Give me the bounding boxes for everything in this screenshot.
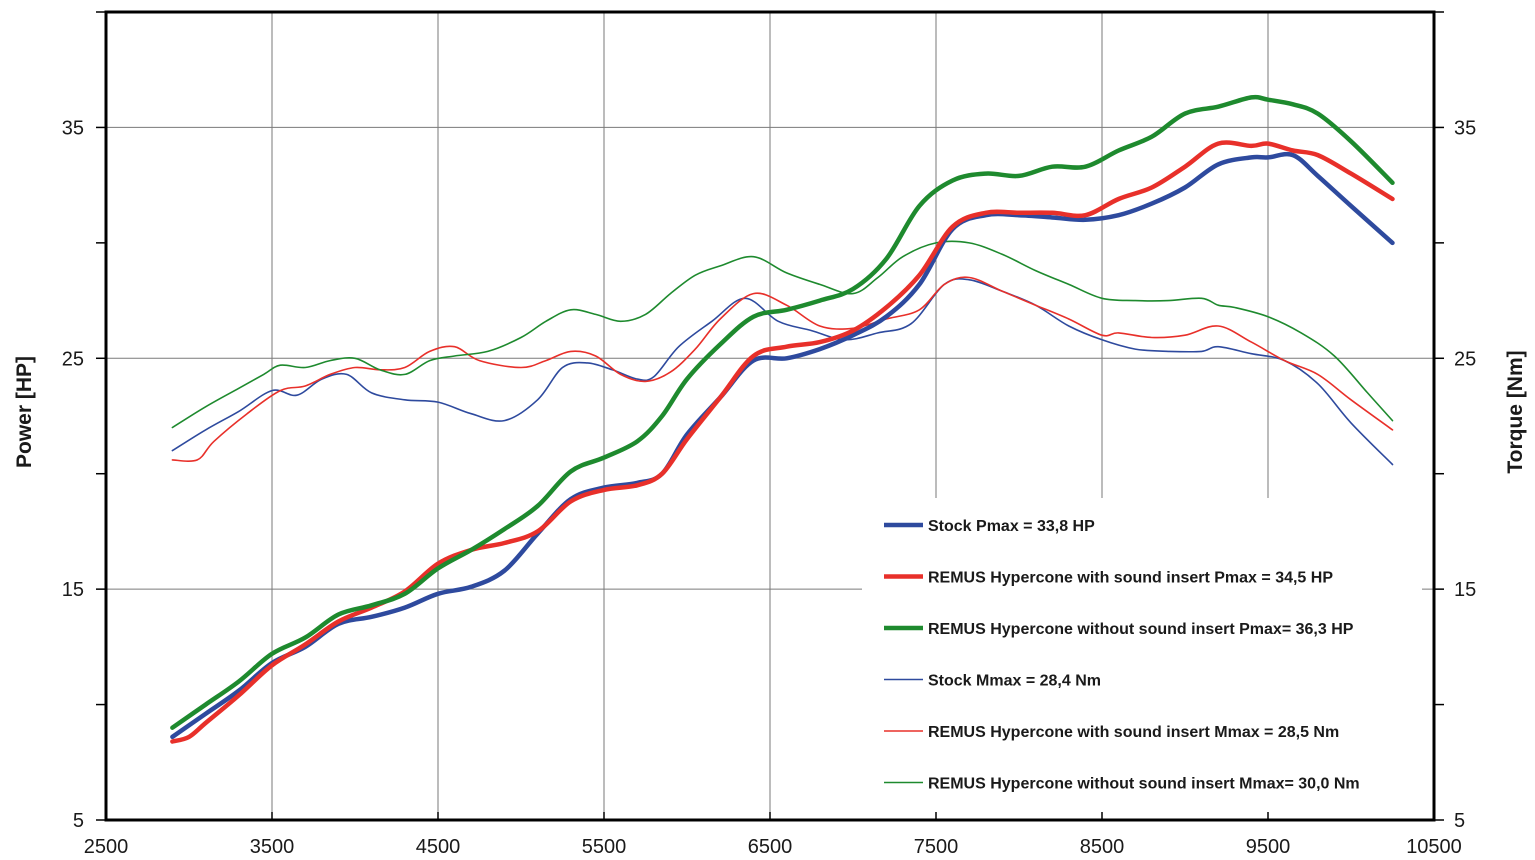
x-tick-label: 8500 xyxy=(1080,836,1125,858)
legend: Stock Pmax = 33,8 HP REMUS Hypercone with… xyxy=(862,498,1422,816)
legend-entry-6: REMUS Hypercone without sound insert Mma… xyxy=(928,776,1360,793)
axes: 2500 3500 4500 5500 6500 7500 8500 9500 10500 5 15… xyxy=(62,11,1476,858)
legend-background xyxy=(862,498,1422,816)
legend-entry-3: REMUS Hypercone without sound insert Pma… xyxy=(928,621,1354,638)
y-tick-label: 25 xyxy=(62,348,84,370)
x-tick-label: 10500 xyxy=(1406,836,1462,858)
series-line-2 xyxy=(170,140,1395,744)
series-line-6 xyxy=(171,240,1394,429)
x-tick-label: 3500 xyxy=(250,836,295,858)
legend-entry-5: REMUS Hypercone with sound insert Mmax =… xyxy=(928,724,1339,741)
series-line-4 xyxy=(171,278,1394,466)
x-tick-label: 2500 xyxy=(84,836,129,858)
x-tick-label: 6500 xyxy=(748,836,793,858)
series-line-5 xyxy=(171,276,1394,463)
series-line-1 xyxy=(170,151,1395,740)
y-tick-label: 15 xyxy=(62,579,84,601)
y2-tick-label: 15 xyxy=(1454,579,1476,601)
legend-entry-1: Stock Pmax = 33,8 HP xyxy=(928,518,1095,535)
legend-entry-2: REMUS Hypercone with sound insert Pmax =… xyxy=(928,570,1333,587)
legend-entry-4: Stock Mmax = 28,4 Nm xyxy=(928,673,1101,690)
x-tick-label: 4500 xyxy=(416,836,461,858)
y2-tick-label: 5 xyxy=(1454,810,1465,832)
y2-axis-label: Torque [Nm] xyxy=(1504,350,1527,473)
y2-tick-label: 25 xyxy=(1454,348,1476,370)
y2-tick-label: 35 xyxy=(1454,117,1476,139)
series-line-3 xyxy=(170,94,1395,730)
x-tick-label: 9500 xyxy=(1246,836,1291,858)
x-tick-label: 5500 xyxy=(582,836,627,858)
y-axis-label: Power [HP] xyxy=(13,356,36,468)
y-tick-label: 5 xyxy=(73,810,84,832)
x-tick-label: 7500 xyxy=(914,836,959,858)
y-tick-label: 35 xyxy=(62,117,84,139)
series-lines xyxy=(170,94,1395,744)
